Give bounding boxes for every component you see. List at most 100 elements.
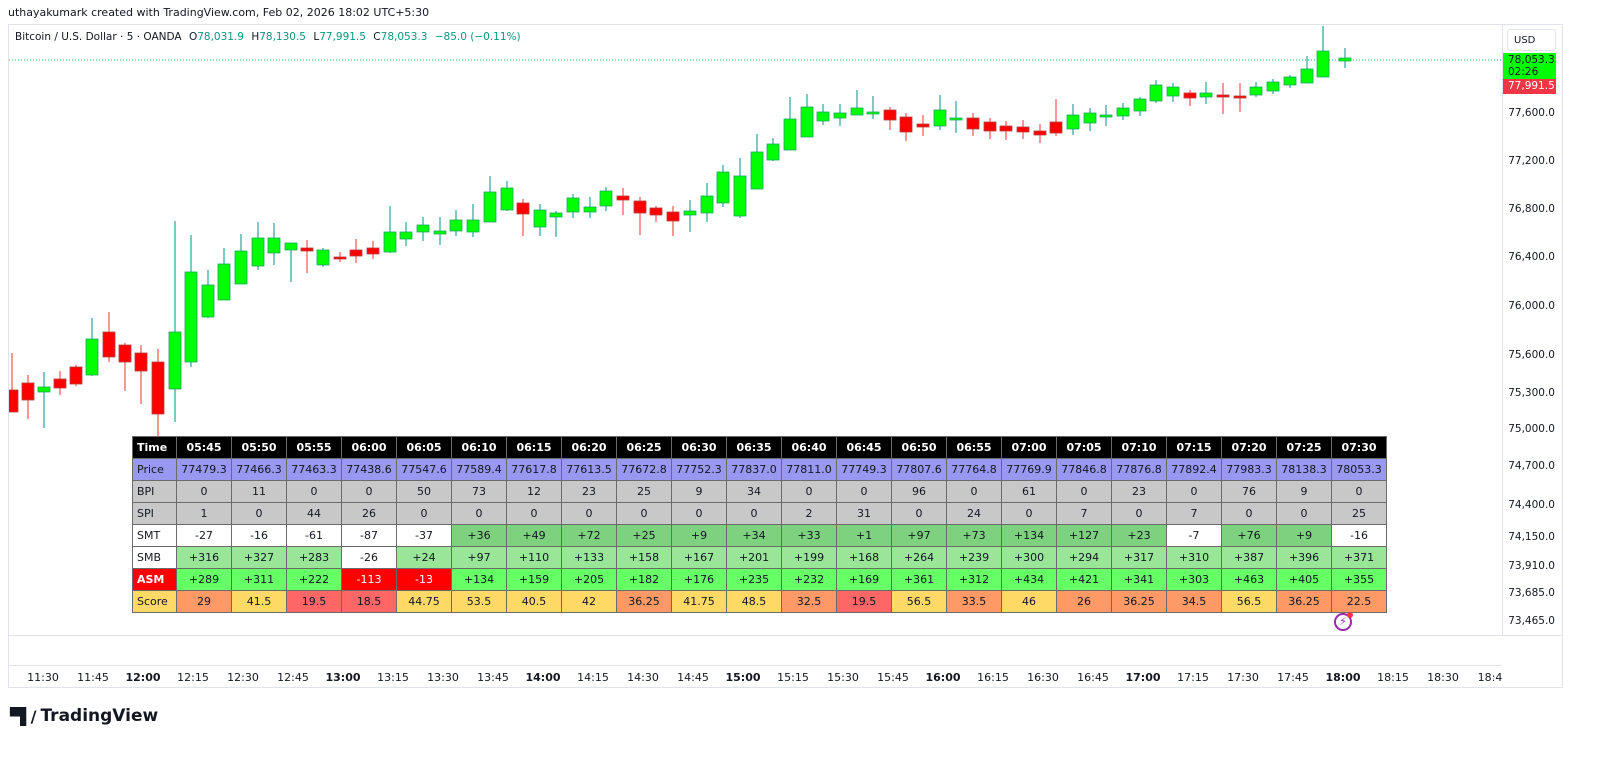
- time-tick: 15:30: [827, 671, 859, 684]
- cell-price: 77811.0: [781, 458, 837, 481]
- cell-price: 77983.3: [1221, 458, 1277, 481]
- cell-asm: +361: [891, 568, 947, 591]
- price-tick: 76,800.0: [1508, 203, 1555, 215]
- time-tick: 18:15: [1377, 671, 1409, 684]
- price-pane[interactable]: [9, 25, 1502, 635]
- cell-time: 06:10: [451, 436, 507, 459]
- cell-price: 77846.8: [1056, 458, 1112, 481]
- cell-price: 77547.6: [396, 458, 452, 481]
- cell-spi: 0: [231, 502, 287, 525]
- cell-score: 56.5: [891, 590, 947, 613]
- cell-smt: +73: [946, 524, 1002, 547]
- cell-asm: +159: [506, 568, 562, 591]
- price-axis[interactable]: 77,600.0 77,200.0 76,800.0 76,400.0 76,000.0…: [1502, 25, 1563, 635]
- cell-asm: +176: [671, 568, 727, 591]
- cell-smb: +201: [726, 546, 782, 569]
- chart-credit: uthayakumark created with TradingView.co…: [8, 6, 430, 19]
- candlestick-series: [9, 26, 1502, 440]
- cell-asm: +463: [1221, 568, 1277, 591]
- cell-score: 56.5: [1221, 590, 1277, 613]
- cell-asm: +303: [1166, 568, 1222, 591]
- time-tick: 17:45: [1277, 671, 1309, 684]
- time-axis[interactable]: 11:30 11:45 12:00 12:15 12:30 12:45 13:00 13:15…: [9, 665, 1502, 688]
- cell-score: 32.5: [781, 590, 837, 613]
- table-row-spi: SPI 1 0 44 26 0 0 0 0 0 0 0 2 31 0 24 0 7 0 7 0 0 25: [132, 502, 1387, 525]
- cell-price: 77463.3: [286, 458, 342, 481]
- low-price-label: 77,991.5: [1503, 79, 1556, 94]
- cell-asm: +434: [1001, 568, 1057, 591]
- row-label-spi: SPI: [132, 502, 177, 525]
- cell-spi: 0: [1111, 502, 1167, 525]
- currency-button[interactable]: USD: [1507, 29, 1556, 51]
- cell-time: 05:45: [176, 436, 232, 459]
- cell-time: 06:45: [836, 436, 892, 459]
- cell-spi: 0: [726, 502, 782, 525]
- cell-asm: +232: [781, 568, 837, 591]
- table-row-time: Time 05:45 05:50 05:55 06:00 06:05 06:10 06:15 0…: [132, 436, 1387, 459]
- time-tick: 18:30: [1427, 671, 1459, 684]
- bolt-icon[interactable]: ⚡: [1334, 612, 1353, 631]
- row-label-smt: SMT: [132, 524, 177, 547]
- cell-score: 36.25: [1276, 590, 1332, 613]
- cell-spi: 0: [1276, 502, 1332, 525]
- cell-smb: +396: [1276, 546, 1332, 569]
- time-tick: 13:30: [427, 671, 459, 684]
- cell-asm: +169: [836, 568, 892, 591]
- cell-bpi: 0: [341, 480, 397, 503]
- cell-smb: +264: [891, 546, 947, 569]
- cell-spi: 31: [836, 502, 892, 525]
- cell-price: 77764.8: [946, 458, 1002, 481]
- cell-time: 06:25: [616, 436, 672, 459]
- cell-time: 05:55: [286, 436, 342, 459]
- cell-time: 06:35: [726, 436, 782, 459]
- cell-smb: +158: [616, 546, 672, 569]
- cell-time: 06:50: [891, 436, 947, 459]
- cell-time: 06:40: [781, 436, 837, 459]
- cell-smb: +239: [946, 546, 1002, 569]
- cell-smt: +49: [506, 524, 562, 547]
- time-tick: 17:00: [1125, 671, 1161, 684]
- cell-bpi: 76: [1221, 480, 1277, 503]
- cell-bpi: 11: [231, 480, 287, 503]
- cell-time: 07:20: [1221, 436, 1277, 459]
- cell-time: 06:55: [946, 436, 1002, 459]
- cell-bpi: 0: [1331, 480, 1387, 503]
- cell-price: 77589.4: [451, 458, 507, 481]
- cell-time: 07:05: [1056, 436, 1112, 459]
- chart-frame: [8, 24, 1563, 688]
- low-value: 77,991.5: [319, 31, 366, 43]
- cell-asm: +405: [1276, 568, 1332, 591]
- cell-smb: +167: [671, 546, 727, 569]
- cell-spi: 44: [286, 502, 342, 525]
- cell-asm: +235: [726, 568, 782, 591]
- cell-asm: +289: [176, 568, 232, 591]
- cell-spi: 0: [506, 502, 562, 525]
- cell-bpi: 61: [1001, 480, 1057, 503]
- price-tick: 77,600.0: [1508, 107, 1555, 119]
- symbol-legend[interactable]: Bitcoin / U.S. Dollar · 5 · OANDA O78,03…: [15, 31, 521, 43]
- table-row-bpi: BPI 0 11 0 0 50 73 12 23 25 9 34 0 0 96 0 61 0 23 0 76 9 0: [132, 480, 1387, 503]
- cell-spi: 24: [946, 502, 1002, 525]
- cell-price: 77807.6: [891, 458, 947, 481]
- cell-score: 29: [176, 590, 232, 613]
- time-tick: 14:00: [525, 671, 561, 684]
- time-tick: 14:30: [627, 671, 659, 684]
- table-row-score: Score 29 41.5 19.5 18.5 44.75 53.5 40.5 42 36.25 4…: [132, 590, 1387, 613]
- cell-price: 77752.3: [671, 458, 727, 481]
- cell-time: 06:20: [561, 436, 617, 459]
- price-tick: 77,200.0: [1508, 155, 1555, 167]
- time-tick: 16:00: [925, 671, 961, 684]
- cell-asm: +421: [1056, 568, 1112, 591]
- cell-score: 19.5: [286, 590, 342, 613]
- cell-smb: +327: [231, 546, 287, 569]
- cell-price: 77837.0: [726, 458, 782, 481]
- cell-score: 53.5: [451, 590, 507, 613]
- cell-smt: +134: [1001, 524, 1057, 547]
- cell-bpi: 0: [286, 480, 342, 503]
- cell-spi: 2: [781, 502, 837, 525]
- cell-time: 07:00: [1001, 436, 1057, 459]
- cell-bpi: 0: [836, 480, 892, 503]
- time-tick: 18:4: [1477, 671, 1503, 684]
- cell-bpi: 25: [616, 480, 672, 503]
- cell-asm: +311: [231, 568, 287, 591]
